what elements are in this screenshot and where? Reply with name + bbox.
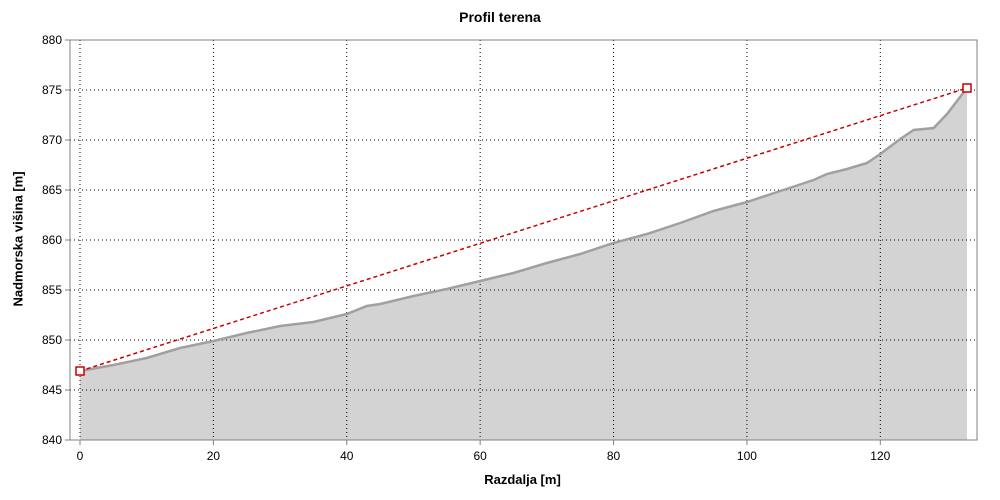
x-tick-label: 40: [340, 449, 354, 463]
y-tick-label: 880: [42, 33, 62, 47]
terrain-area: [80, 88, 967, 440]
x-axis-label: Razdalja [m]: [484, 472, 561, 487]
end-point-marker: [962, 83, 972, 93]
x-tick-label: 20: [207, 449, 221, 463]
y-tick-label: 850: [42, 333, 62, 347]
chart-title: Profil terena: [459, 9, 541, 25]
y-tick-label: 865: [42, 183, 62, 197]
y-tick-label: 875: [42, 83, 62, 97]
y-tick-label: 840: [42, 433, 62, 447]
y-tick-label: 870: [42, 133, 62, 147]
x-tick-label: 0: [77, 449, 84, 463]
x-tick-label: 100: [737, 449, 757, 463]
x-tick-label: 120: [870, 449, 890, 463]
x-tick-label: 60: [473, 449, 487, 463]
line-of-sight: [79, 87, 968, 372]
y-tick-label: 845: [42, 383, 62, 397]
y-tick-label: 860: [42, 233, 62, 247]
x-tick-label: 80: [607, 449, 621, 463]
start-point-marker: [75, 366, 85, 376]
terrain-line: [79, 87, 968, 373]
y-tick-label: 855: [42, 283, 62, 297]
